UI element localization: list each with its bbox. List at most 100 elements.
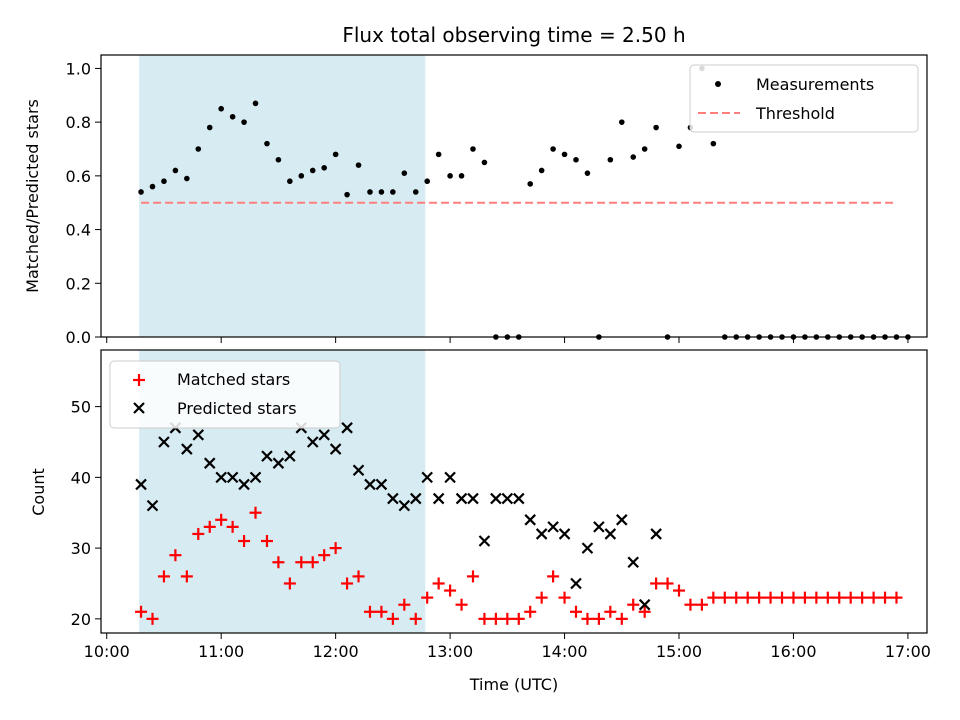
predicted-star-point	[432, 492, 445, 505]
predicted-star-point	[158, 436, 170, 448]
predicted-star-point	[306, 436, 319, 448]
predicted-star-point	[627, 556, 640, 569]
matched-star-point	[879, 591, 892, 604]
measurement-point	[321, 165, 327, 171]
measurement-point	[264, 140, 270, 147]
predicted-star-point	[512, 492, 525, 505]
matched-star-point	[604, 605, 617, 618]
matched-star-point	[306, 556, 319, 569]
y-tick-label: 1.0	[66, 59, 91, 78]
matched-star-point	[776, 591, 789, 604]
matched-star-point	[238, 535, 251, 548]
x-tick-label: 15:00	[656, 642, 702, 661]
predicted-star-point	[535, 528, 548, 540]
matched-star-point	[180, 570, 193, 583]
measurement-point	[161, 178, 167, 185]
matched-star-point	[890, 591, 903, 604]
x-tick-label: 17:00	[885, 642, 931, 661]
bottom-y-ticks: 20 30 40 50	[71, 398, 101, 629]
measurement-point	[218, 105, 224, 112]
matched-star-point	[695, 598, 708, 611]
matched-star-point	[466, 570, 479, 583]
matched-star-point	[249, 506, 262, 519]
measurement-point	[618, 119, 625, 125]
matched-star-point	[810, 591, 823, 604]
predicted-star-point	[650, 528, 662, 540]
matched-star-point	[661, 577, 674, 590]
predicted-star-point	[478, 535, 491, 547]
predicted-star-point	[558, 528, 571, 540]
matched-star-point	[569, 605, 582, 618]
measurement-point	[538, 167, 545, 174]
matched-star-point	[524, 605, 537, 618]
matched-star-point	[432, 577, 445, 590]
matched-star-point	[215, 513, 228, 526]
matched-star-point	[352, 570, 365, 583]
matched-star-point	[741, 591, 754, 604]
matched-star-point	[455, 598, 468, 611]
measurement-point	[584, 170, 591, 176]
matched-star-point	[501, 612, 514, 625]
legend-predicted-label: Predicted stars	[177, 399, 297, 418]
legend-measurements-marker	[715, 81, 721, 87]
matched-star-point	[272, 556, 285, 569]
bottom-y-axis-label: Count	[29, 468, 48, 516]
matched-star-point	[535, 591, 548, 604]
predicted-star-point	[284, 450, 296, 462]
matched-star-point	[489, 612, 502, 625]
predicted-star-point	[616, 514, 628, 526]
predicted-star-point	[570, 577, 582, 590]
matched-star-point	[707, 591, 720, 604]
measurement-point	[195, 146, 202, 152]
predicted-star-point	[249, 471, 262, 484]
matched-star-point	[787, 591, 800, 604]
measurement-point	[378, 189, 385, 195]
measurement-point	[412, 189, 419, 195]
matched-star-point	[512, 612, 525, 625]
predicted-star-point	[547, 521, 559, 533]
y-tick-label: 30	[71, 539, 91, 558]
matched-star-point	[363, 605, 376, 618]
top-y-ticks: 0.0 0.2 0.4 0.6 0.8 1.0	[66, 59, 101, 347]
measurement-point	[653, 124, 659, 131]
predicted-star-point	[318, 429, 330, 441]
bottom-legend: Matched stars Predicted stars	[109, 360, 341, 429]
matched-star-point	[386, 612, 399, 625]
measurement-point	[561, 151, 568, 158]
predicted-star-point	[490, 492, 502, 505]
predicted-star-point	[604, 528, 617, 540]
predicted-star-point	[226, 471, 239, 484]
matched-star-point	[146, 612, 159, 625]
measurement-point	[172, 167, 179, 174]
matched-star-point	[375, 605, 388, 618]
matched-star-point	[856, 591, 869, 604]
legend-matched-label: Matched stars	[177, 370, 290, 389]
predicted-star-point	[261, 450, 273, 462]
predicted-star-point	[501, 492, 514, 505]
chart-title: Flux total observing time = 2.50 h	[342, 23, 685, 47]
measurement-point	[287, 178, 293, 185]
matched-star-point	[135, 605, 148, 618]
predicted-star-point	[272, 457, 285, 469]
predicted-star-point	[341, 422, 353, 434]
y-tick-label: 0.4	[66, 221, 91, 240]
matched-star-point	[718, 591, 731, 604]
predicted-star-point	[398, 499, 411, 512]
matched-star-point	[581, 612, 594, 625]
matched-star-point	[592, 612, 605, 625]
predicted-star-point	[387, 492, 399, 505]
matched-star-point	[444, 584, 457, 597]
legend-matched-marker	[133, 374, 145, 386]
predicted-star-point	[467, 492, 479, 505]
top-shaded-interval	[139, 55, 426, 337]
measurement-point	[355, 162, 362, 168]
predicted-star-point	[203, 457, 216, 469]
y-tick-label: 0.8	[66, 113, 91, 132]
top-legend-box	[689, 64, 919, 133]
predicted-star-point	[593, 521, 605, 533]
measurement-point	[252, 100, 259, 107]
measurement-point	[344, 191, 350, 198]
measurement-point	[573, 156, 579, 163]
y-tick-label: 0.2	[66, 274, 91, 293]
